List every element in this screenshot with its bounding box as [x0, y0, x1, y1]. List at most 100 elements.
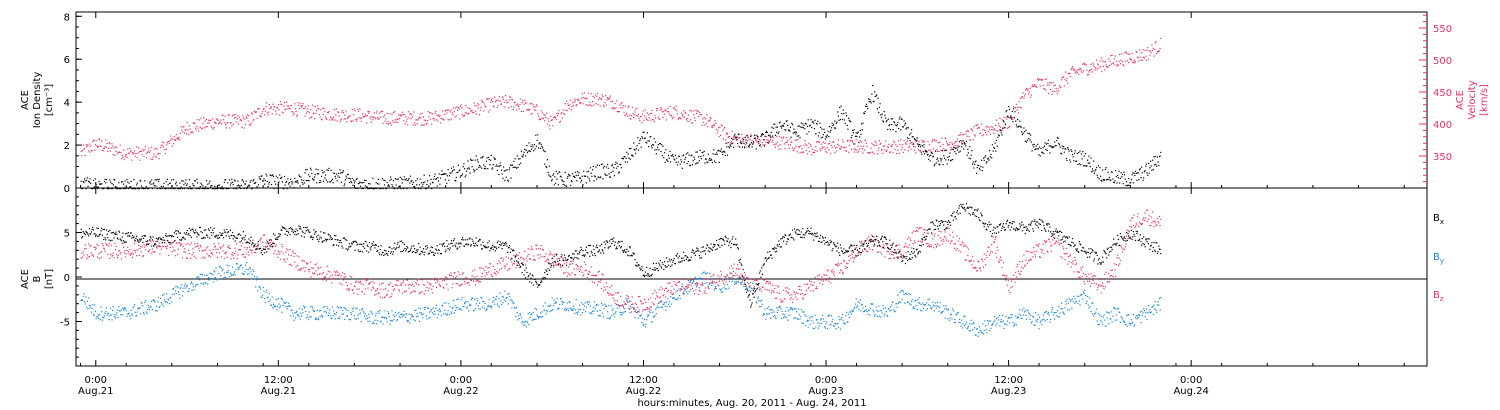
- density-point: [219, 187, 221, 189]
- velocity-point: [287, 108, 289, 110]
- velocity-point: [745, 141, 747, 143]
- density-point: [981, 170, 983, 172]
- by-point: [299, 318, 301, 320]
- velocity-point: [1030, 94, 1032, 96]
- density-point: [626, 151, 628, 153]
- by-point: [682, 292, 684, 294]
- density-point: [234, 180, 236, 182]
- by-point: [216, 278, 218, 280]
- density-point: [1102, 178, 1104, 181]
- by-point: [294, 317, 297, 319]
- density-point: [312, 178, 314, 180]
- density-point: [955, 153, 957, 155]
- density-point: [457, 172, 459, 174]
- by-point: [470, 304, 472, 306]
- density-point: [928, 155, 930, 157]
- density-point: [763, 145, 765, 147]
- by-point: [127, 313, 129, 315]
- velocity-point: [1024, 93, 1026, 95]
- by-point: [320, 310, 322, 312]
- velocity-point: [754, 139, 757, 141]
- velocity-point: [889, 151, 891, 154]
- velocity-point: [664, 109, 666, 111]
- velocity-point: [561, 112, 563, 114]
- density-point: [132, 188, 134, 190]
- by-point: [656, 307, 658, 309]
- density-point: [502, 177, 504, 179]
- by-point: [602, 304, 604, 306]
- velocity-point: [970, 128, 972, 130]
- by-point: [1082, 291, 1085, 293]
- by-point: [783, 314, 785, 316]
- density-point: [1004, 127, 1006, 129]
- by-point: [274, 305, 276, 307]
- by-point: [1148, 311, 1150, 313]
- by-point: [654, 314, 656, 316]
- density-point: [447, 168, 449, 171]
- by-point: [594, 307, 596, 309]
- by-point: [844, 323, 846, 325]
- velocity-point: [1125, 51, 1127, 53]
- by-point: [105, 311, 107, 313]
- by-point: [1157, 301, 1159, 303]
- density-point: [783, 122, 785, 125]
- velocity-point: [272, 103, 274, 105]
- velocity-point: [170, 138, 173, 140]
- density-point: [634, 149, 636, 151]
- velocity-point: [1018, 101, 1020, 103]
- velocity-point: [1043, 88, 1045, 90]
- density-point: [889, 129, 891, 131]
- by-point: [86, 300, 88, 302]
- by-point: [1111, 321, 1113, 323]
- density-point: [1040, 147, 1042, 150]
- velocity-point: [512, 109, 514, 111]
- velocity-point: [1070, 69, 1072, 71]
- by-point: [687, 293, 689, 295]
- by-point: [1078, 300, 1080, 302]
- density-point: [866, 105, 868, 107]
- density-point: [1108, 178, 1110, 180]
- velocity-point: [168, 140, 170, 142]
- by-point: [1054, 312, 1056, 314]
- velocity-point: [1095, 59, 1098, 61]
- by-point: [805, 315, 807, 317]
- by-point: [767, 313, 769, 315]
- density-point: [358, 182, 360, 184]
- velocity-point: [506, 102, 508, 104]
- density-point: [402, 179, 404, 181]
- velocity-point: [347, 117, 349, 119]
- density-point: [550, 176, 552, 178]
- velocity-point: [435, 119, 438, 121]
- by-point: [780, 317, 783, 319]
- density-point: [937, 157, 939, 159]
- bz-point: [113, 257, 115, 259]
- density-point: [292, 181, 294, 183]
- by-point: [839, 328, 841, 330]
- density-point: [138, 188, 140, 190]
- by-point: [1106, 311, 1108, 313]
- velocity-point: [483, 110, 485, 112]
- density-point: [1157, 161, 1159, 163]
- density-point: [1104, 179, 1106, 181]
- by-point: [607, 305, 609, 307]
- by-point: [693, 281, 695, 283]
- velocity-point: [524, 102, 527, 104]
- density-point: [130, 180, 132, 182]
- velocity-point: [746, 135, 748, 137]
- density-point: [192, 185, 194, 187]
- by-point: [263, 290, 265, 292]
- velocity-point: [1138, 60, 1140, 62]
- velocity-point: [147, 150, 149, 152]
- by-point: [357, 314, 359, 317]
- density-point: [464, 168, 466, 170]
- by-point: [161, 303, 163, 305]
- density-point: [414, 186, 416, 188]
- by-point: [1154, 308, 1156, 310]
- velocity-point: [559, 121, 561, 123]
- by-point: [765, 313, 768, 315]
- by-point: [155, 310, 157, 312]
- velocity-point: [184, 129, 186, 131]
- by-point: [174, 286, 176, 288]
- density-point: [418, 188, 420, 190]
- density-point: [272, 174, 274, 176]
